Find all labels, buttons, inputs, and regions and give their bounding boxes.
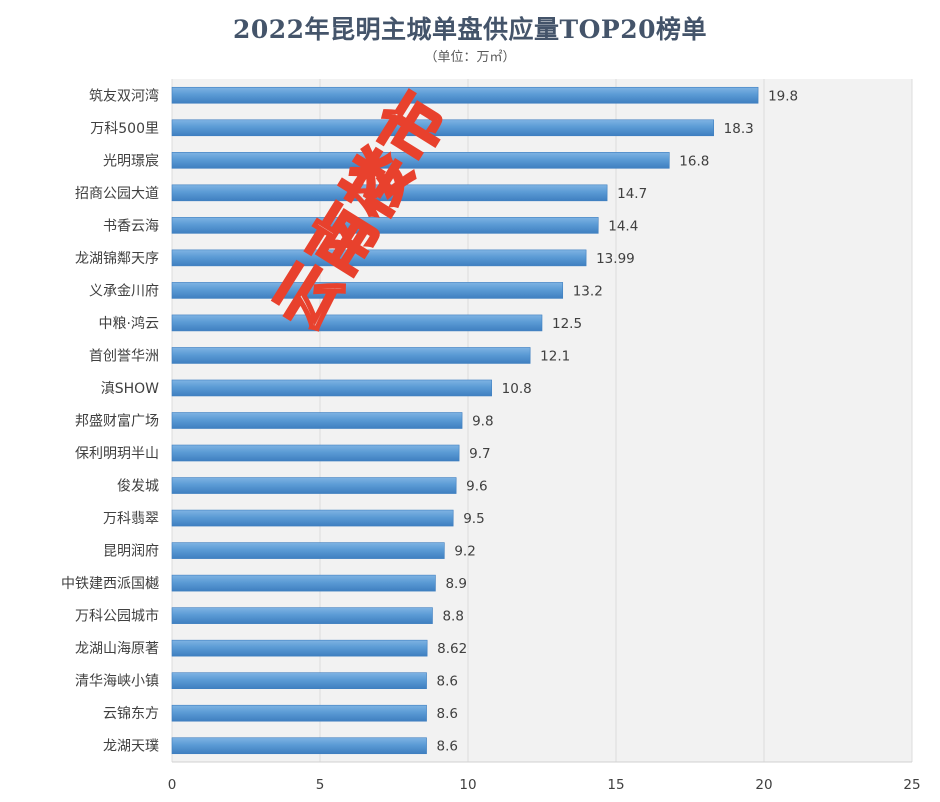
x-tick-label: 25 [903, 777, 920, 793]
bar [171, 184, 608, 202]
chart-subtitle: （单位：万㎡） [424, 50, 516, 65]
category-label: 保利明玥半山 [75, 446, 159, 462]
category-label: 万科翡翠 [103, 511, 159, 527]
x-axis-tick-labels: 0 5 10 15 20 25 [168, 777, 921, 793]
category-label: 万科公园城市 [75, 608, 159, 625]
value-label: 8.8 [442, 609, 463, 625]
x-tick-label: 0 [168, 777, 177, 793]
category-label: 万科500里 [90, 121, 159, 137]
bar [171, 412, 463, 429]
value-label: 8.6 [437, 674, 458, 690]
bar [171, 347, 531, 364]
category-label: 中粮·鸿云 [99, 315, 159, 332]
x-tick-label: 5 [316, 777, 325, 793]
category-label: 龙湖山海原著 [75, 641, 159, 657]
bar [171, 672, 427, 689]
bar [171, 119, 714, 137]
category-label: 俊发城 [117, 479, 159, 495]
bar [171, 152, 670, 169]
bar [171, 379, 492, 397]
bar [171, 639, 428, 657]
value-label: 13.99 [596, 251, 635, 267]
category-label: 清华海峡小镇 [75, 674, 159, 690]
value-label: 14.4 [608, 218, 638, 234]
bar [171, 249, 587, 267]
category-label: 昆明润府 [103, 544, 159, 560]
bar [171, 509, 454, 527]
bar [171, 444, 460, 462]
bar [171, 477, 457, 494]
x-tick-label: 15 [607, 777, 624, 793]
value-label: 8.62 [437, 641, 467, 657]
value-label: 9.6 [466, 479, 487, 495]
value-label: 8.6 [437, 739, 458, 755]
bar [171, 542, 445, 559]
value-label: 10.8 [502, 381, 532, 397]
category-label: 滇SHOW [101, 381, 159, 397]
category-label: 招商公园大道 [75, 186, 159, 202]
bar [171, 314, 543, 332]
category-label: 光明璟宸 [103, 152, 159, 169]
category-label: 中铁建西派国樾 [61, 575, 159, 592]
value-label: 18.3 [724, 121, 754, 137]
value-label: 9.5 [463, 511, 484, 527]
category-label: 龙湖锦鄰天序 [75, 250, 159, 267]
category-label: 龙湖天璞 [103, 739, 159, 755]
bar [171, 86, 759, 104]
value-label: 9.7 [469, 446, 490, 462]
bars [171, 86, 759, 755]
value-label: 13.2 [573, 283, 603, 299]
x-tick-label: 20 [755, 777, 772, 793]
value-label: 9.8 [472, 414, 493, 430]
value-label: 9.2 [454, 544, 475, 560]
value-label: 19.8 [768, 88, 798, 104]
category-label: 首创誉华洲 [89, 348, 159, 364]
value-label: 16.8 [679, 153, 709, 169]
value-label: 14.7 [617, 186, 647, 202]
category-label: 筑友双河湾 [89, 87, 159, 104]
bar [171, 704, 427, 722]
category-label: 义承金川府 [89, 283, 159, 299]
bar [171, 217, 599, 234]
bar [171, 574, 436, 592]
chart-title: 2022年昆明主城单盘供应量TOP20榜单 [232, 15, 708, 44]
bar [171, 282, 564, 299]
value-labels: 19.8 18.3 16.8 14.7 14.4 13.99 13.2 12.5 12.1 10.… [437, 88, 799, 754]
value-label: 8.9 [445, 576, 466, 592]
category-labels: 筑友双河湾万科500里光明璟宸招商公园大道书香云海龙湖锦鄰天序义承金川府中粮·鸿… [61, 87, 159, 754]
bar [171, 737, 427, 755]
bar [171, 607, 433, 624]
category-label: 邦盛财富广场 [75, 413, 159, 430]
value-label: 8.6 [437, 706, 458, 722]
value-label: 12.5 [552, 316, 582, 332]
value-label: 12.1 [540, 348, 570, 364]
category-label: 云锦东方 [103, 705, 159, 722]
category-label: 书香云海 [103, 218, 159, 234]
x-tick-label: 10 [459, 777, 476, 793]
